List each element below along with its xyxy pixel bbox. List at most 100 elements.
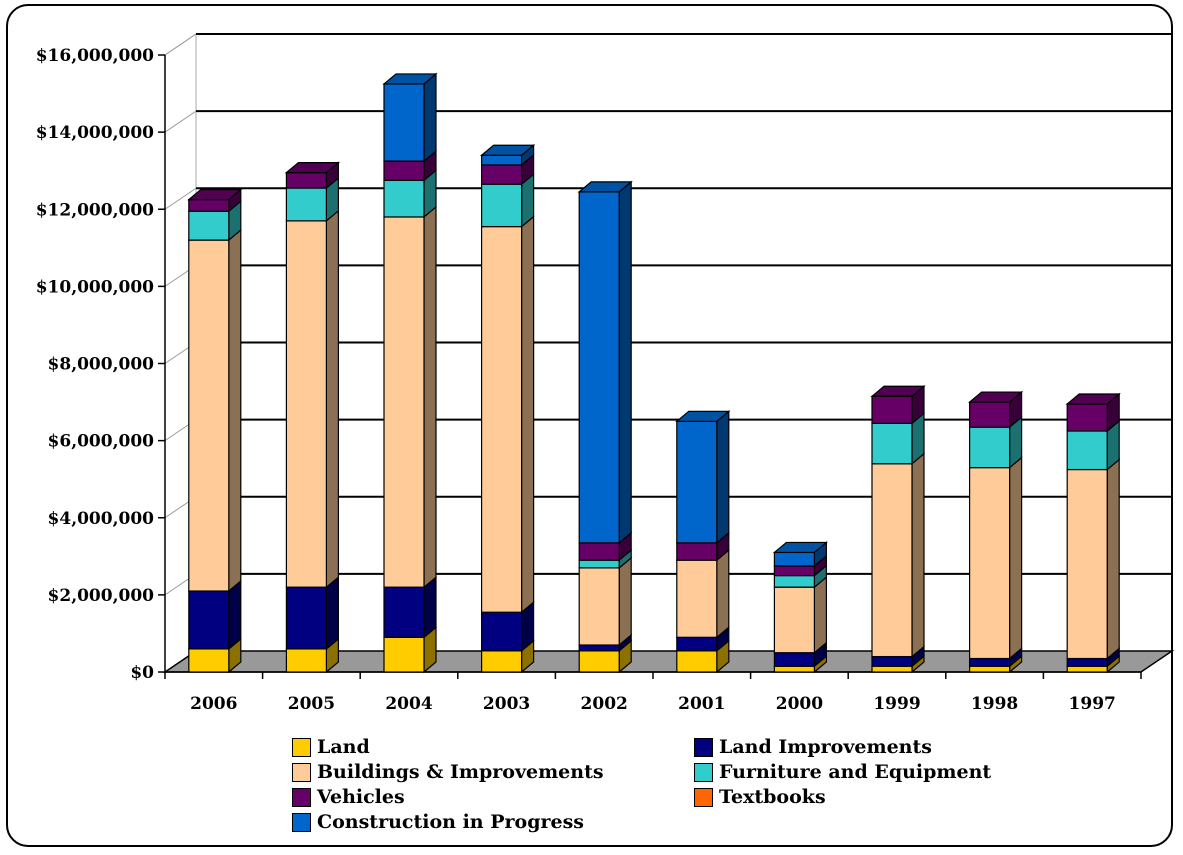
- x-tick-label: 1999: [873, 694, 920, 714]
- bar-side-buildings-improvements: [911, 452, 925, 658]
- bar-vehicles: [481, 164, 523, 185]
- y-tick-label: $14,000,000: [36, 123, 154, 143]
- bar-land-improvements: [871, 655, 913, 667]
- legend-item: Vehicles: [292, 785, 694, 809]
- y-tick-label: $16,000,000: [36, 46, 154, 66]
- legend-item: Construction in Progress: [292, 810, 694, 834]
- legend-swatch: [694, 737, 713, 757]
- bar-top: [675, 410, 731, 422]
- legend-swatch: [694, 787, 713, 807]
- legend-swatch: [292, 737, 311, 757]
- bar-vehicles: [285, 172, 327, 189]
- bar-land: [773, 665, 816, 673]
- bar-side-buildings-improvements: [423, 205, 437, 589]
- bar-land: [188, 648, 230, 673]
- bar-furniture-and-equipment: [578, 559, 620, 569]
- bar-vehicles: [188, 199, 230, 212]
- bar-side-buildings-improvements: [716, 548, 730, 639]
- y-tick-label: $10,000,000: [36, 277, 154, 297]
- bar-land-improvements: [285, 586, 327, 650]
- bar-vehicles: [383, 160, 425, 181]
- bar-side-land-improvements: [228, 579, 242, 651]
- bar-land-improvements: [188, 590, 230, 650]
- legend-swatch: [292, 812, 311, 832]
- x-tick-label: 2001: [678, 694, 725, 714]
- y-tick-label: $8,000,000: [48, 355, 155, 375]
- bar-buildings-improvements: [481, 226, 523, 613]
- y-tick-label: $0: [130, 663, 154, 683]
- bar-furniture-and-equipment: [773, 574, 816, 588]
- bar-side-construction-in-progress: [423, 72, 437, 163]
- bar-construction-in-progress: [481, 154, 523, 166]
- x-tick-label: 2000: [776, 694, 823, 714]
- legend-label: Buildings & Improvements: [317, 761, 604, 783]
- legend-item: Buildings & Improvements: [292, 760, 694, 784]
- bar-top: [772, 541, 829, 554]
- bar-vehicles: [773, 565, 816, 577]
- bar-top: [187, 189, 243, 201]
- bar-construction-in-progress: [676, 420, 718, 544]
- bar-side-buildings-improvements: [228, 228, 242, 593]
- bar-furniture-and-equipment: [383, 179, 425, 218]
- bar-land: [871, 665, 913, 673]
- legend-label: Textbooks: [719, 786, 826, 808]
- x-tick-label: 1997: [1069, 694, 1116, 714]
- bar-construction-in-progress: [578, 191, 620, 544]
- y-tick-label: $12,000,000: [36, 200, 154, 220]
- bar-land: [481, 650, 523, 673]
- bar-top: [284, 162, 341, 174]
- bar-construction-in-progress: [773, 551, 816, 567]
- bar-furniture-and-equipment: [871, 422, 913, 465]
- bar-buildings-improvements: [1066, 468, 1108, 660]
- legend-item: Furniture and Equipment: [694, 760, 1052, 784]
- bar-furniture-and-equipment: [481, 183, 523, 228]
- bar-side-construction-in-progress: [618, 180, 632, 545]
- bar-buildings-improvements: [188, 239, 230, 592]
- bar-side-buildings-improvements: [618, 556, 632, 647]
- bar-top: [870, 385, 926, 397]
- bar-land: [578, 650, 620, 673]
- bar-buildings-improvements: [383, 216, 425, 588]
- bar-buildings-improvements: [773, 586, 816, 654]
- legend-swatch: [694, 762, 713, 782]
- bar-buildings-improvements: [871, 463, 913, 658]
- bar-side-buildings-improvements: [1008, 456, 1023, 660]
- x-tick-label: 2005: [288, 694, 335, 714]
- chart-legend: Land Land Improvements Buildings & Improve…: [292, 735, 1052, 834]
- legend-swatch: [292, 762, 311, 782]
- bar-land: [968, 665, 1011, 673]
- legend-item: Land Improvements: [694, 735, 1052, 759]
- bar-top: [382, 73, 438, 85]
- bar-furniture-and-equipment: [968, 426, 1011, 469]
- bar-side-buildings-improvements: [520, 215, 535, 614]
- bar-land-improvements: [968, 657, 1011, 667]
- bar-land-improvements: [773, 652, 816, 667]
- bar-side-buildings-improvements: [1106, 458, 1120, 660]
- bar-buildings-improvements: [578, 567, 620, 646]
- bar-vehicles: [871, 395, 913, 424]
- legend-label: Construction in Progress: [317, 811, 584, 833]
- legend-item: Land: [292, 735, 694, 759]
- bar-top: [967, 391, 1024, 403]
- gridline-diagonal: [164, 110, 197, 133]
- bar-side-land-improvements: [325, 575, 339, 651]
- bar-construction-in-progress: [383, 83, 425, 162]
- legend-swatch: [292, 787, 311, 807]
- x-tick-label: 2006: [190, 694, 237, 714]
- bar-land-improvements: [481, 611, 523, 652]
- legend-label: Furniture and Equipment: [719, 761, 992, 783]
- bar-top: [577, 181, 633, 193]
- bar-furniture-and-equipment: [1066, 430, 1108, 471]
- legend-item: Textbooks: [694, 785, 1052, 809]
- legend-label: Land: [317, 736, 370, 758]
- bar-land-improvements: [383, 586, 425, 638]
- bar-land: [1066, 665, 1108, 673]
- bar-vehicles: [968, 401, 1011, 428]
- bar-side-buildings-improvements: [325, 209, 339, 589]
- y-tick-label: $2,000,000: [48, 586, 155, 606]
- gridline-diagonal: [164, 187, 197, 210]
- bar-land-improvements: [1066, 657, 1108, 667]
- bar-furniture-and-equipment: [188, 210, 230, 241]
- x-tick-label: 2003: [483, 694, 530, 714]
- y-tick-label: $6,000,000: [48, 432, 155, 452]
